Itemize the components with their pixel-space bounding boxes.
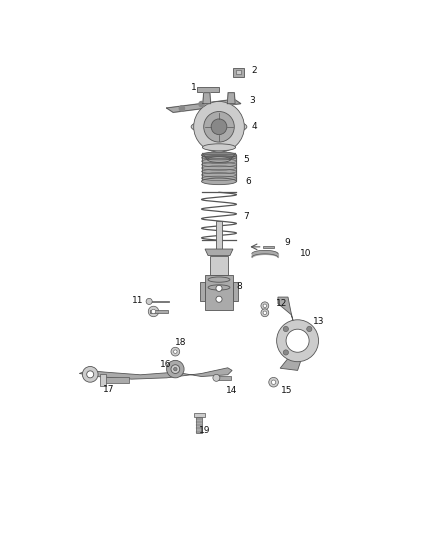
Text: 2: 2 xyxy=(252,66,258,75)
Ellipse shape xyxy=(201,178,237,184)
Polygon shape xyxy=(217,376,231,380)
Text: 15: 15 xyxy=(282,385,293,394)
Circle shape xyxy=(213,374,220,381)
Bar xyxy=(197,87,219,92)
Circle shape xyxy=(283,326,289,332)
Circle shape xyxy=(171,348,180,356)
Polygon shape xyxy=(106,377,130,383)
Ellipse shape xyxy=(207,157,231,163)
Polygon shape xyxy=(100,374,106,386)
Ellipse shape xyxy=(191,120,247,134)
Text: 5: 5 xyxy=(243,155,249,164)
Bar xyxy=(236,70,241,75)
Polygon shape xyxy=(149,301,169,302)
Circle shape xyxy=(151,309,155,313)
Circle shape xyxy=(166,360,184,378)
Circle shape xyxy=(173,350,177,353)
Circle shape xyxy=(211,119,227,135)
Circle shape xyxy=(148,306,159,317)
Polygon shape xyxy=(201,155,237,181)
Circle shape xyxy=(173,367,177,371)
Polygon shape xyxy=(203,93,211,103)
Text: 13: 13 xyxy=(313,317,325,326)
Circle shape xyxy=(146,298,152,304)
Circle shape xyxy=(82,367,98,382)
Polygon shape xyxy=(205,249,233,256)
Polygon shape xyxy=(233,282,238,302)
Circle shape xyxy=(269,377,279,387)
Polygon shape xyxy=(166,99,241,112)
Circle shape xyxy=(87,371,94,378)
Bar xyxy=(263,246,274,248)
Circle shape xyxy=(199,101,204,107)
Circle shape xyxy=(204,111,234,142)
Circle shape xyxy=(272,380,276,384)
Polygon shape xyxy=(227,93,235,103)
Circle shape xyxy=(171,365,180,374)
Polygon shape xyxy=(194,413,205,417)
Polygon shape xyxy=(79,368,232,379)
Circle shape xyxy=(263,311,267,314)
Text: 18: 18 xyxy=(175,337,187,346)
Ellipse shape xyxy=(201,152,237,158)
Text: 3: 3 xyxy=(250,96,255,105)
Ellipse shape xyxy=(208,285,230,290)
Polygon shape xyxy=(278,297,293,321)
Text: 1: 1 xyxy=(191,83,196,92)
Polygon shape xyxy=(196,417,202,433)
Text: 14: 14 xyxy=(226,386,237,395)
Bar xyxy=(233,68,244,77)
Circle shape xyxy=(307,326,312,332)
Text: 11: 11 xyxy=(132,296,143,305)
Text: 17: 17 xyxy=(103,385,115,394)
Text: 12: 12 xyxy=(276,299,287,308)
Circle shape xyxy=(283,350,289,355)
Text: 9: 9 xyxy=(285,238,290,247)
Circle shape xyxy=(263,304,267,308)
Polygon shape xyxy=(202,154,236,159)
Text: 7: 7 xyxy=(243,212,249,221)
Circle shape xyxy=(261,302,269,310)
Text: 4: 4 xyxy=(252,122,258,131)
Text: 19: 19 xyxy=(199,426,211,435)
Polygon shape xyxy=(200,282,205,302)
Polygon shape xyxy=(205,275,233,310)
Circle shape xyxy=(261,309,269,317)
Ellipse shape xyxy=(208,277,230,282)
Circle shape xyxy=(216,285,222,292)
Text: 8: 8 xyxy=(237,281,242,290)
Text: 16: 16 xyxy=(160,360,172,369)
Circle shape xyxy=(277,320,318,362)
Circle shape xyxy=(179,106,184,111)
Polygon shape xyxy=(216,221,222,251)
Text: 10: 10 xyxy=(300,249,311,258)
Polygon shape xyxy=(280,357,302,370)
Polygon shape xyxy=(150,310,168,313)
Polygon shape xyxy=(210,256,228,275)
Ellipse shape xyxy=(202,144,236,151)
Text: 6: 6 xyxy=(245,177,251,186)
Circle shape xyxy=(286,329,309,352)
Circle shape xyxy=(216,296,222,302)
Circle shape xyxy=(194,101,244,152)
